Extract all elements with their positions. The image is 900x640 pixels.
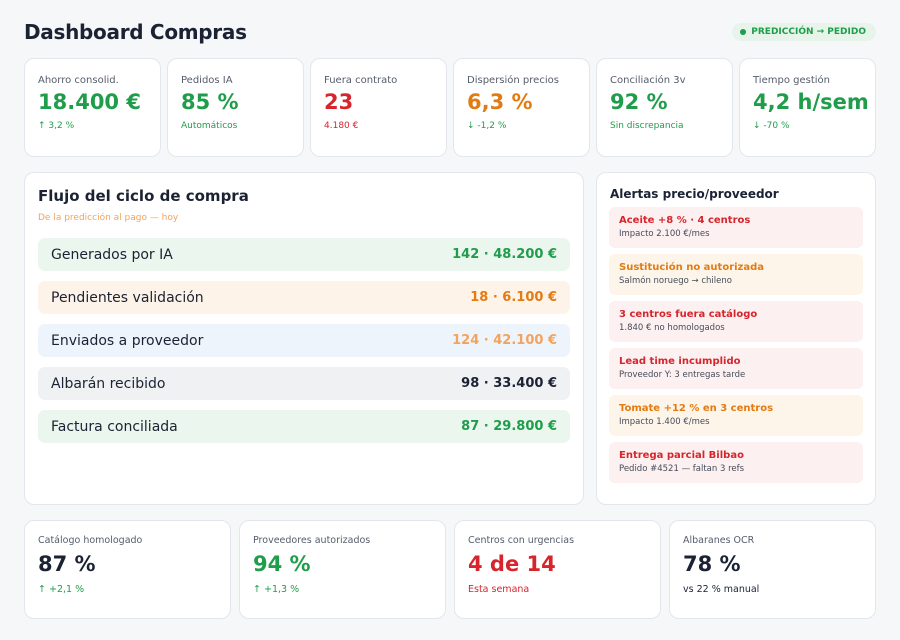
kpi-sub: Sin discrepancia: [610, 121, 684, 131]
kpi-card-albaranes-ocr[interactable]: Albaranes OCR 78 % vs 22 % manual: [669, 520, 876, 619]
kpi-value: 18.400 €: [38, 90, 141, 114]
kpi-card-dispersion[interactable]: Dispersión precios 6,3 % ↓ -1,2 %: [453, 58, 590, 157]
kpi-value: 23: [324, 90, 354, 114]
flow-row-enviados[interactable]: Enviados a proveedor 124 · 42.100 €: [38, 324, 570, 357]
flow-row-value: 18 · 6.100 €: [470, 290, 557, 305]
kpi-card-conciliacion[interactable]: Conciliación 3v 92 % Sin discrepancia: [596, 58, 733, 157]
page-title: Dashboard Compras: [24, 20, 247, 44]
kpi-label: Ahorro consolid.: [38, 75, 119, 86]
flow-title: Flujo del ciclo de compra: [38, 187, 249, 205]
kpi-sub: ↑ 3,2 %: [38, 121, 75, 131]
flow-row-generados[interactable]: Generados por IA 142 · 48.200 €: [38, 238, 570, 271]
alert-item[interactable]: Aceite +8 % · 4 centros Impacto 2.100 €/…: [609, 207, 863, 248]
status-badge-label: PREDICCIÓN → PEDIDO: [751, 27, 866, 37]
status-badge: PREDICCIÓN → PEDIDO: [732, 23, 876, 41]
kpi-label: Fuera contrato: [324, 75, 398, 86]
kpi-value: 92 %: [610, 90, 668, 114]
kpi-value: 4,2 h/sem: [753, 90, 869, 114]
kpi-sub: ↑ +1,3 %: [253, 584, 300, 595]
alert-title: Lead time incumplido: [619, 356, 741, 367]
kpi-card-catalogo[interactable]: Catálogo homologado 87 % ↑ +2,1 %: [24, 520, 231, 619]
alert-detail: 1.840 € no homologados: [619, 323, 725, 333]
kpi-sub: ↑ +2,1 %: [38, 584, 85, 595]
kpi-sub: vs 22 % manual: [683, 584, 760, 595]
flow-row-value: 142 · 48.200 €: [452, 247, 557, 262]
kpi-value: 78 %: [683, 552, 741, 576]
alert-detail: Impacto 2.100 €/mes: [619, 229, 710, 239]
alert-title: Sustitución no autorizada: [619, 262, 765, 273]
flow-row-value: 87 · 29.800 €: [461, 419, 557, 434]
flow-row-value: 124 · 42.100 €: [452, 333, 557, 348]
alert-item[interactable]: 3 centros fuera catálogo 1.840 € no homo…: [609, 301, 863, 342]
alerts-title: Alertas precio/proveedor: [610, 187, 779, 201]
kpi-card-pedidos-ia[interactable]: Pedidos IA 85 % Automáticos: [167, 58, 304, 157]
alerts-panel: Alertas precio/proveedor Aceite +8 % · 4…: [596, 172, 876, 505]
kpi-label: Centros con urgencias: [468, 535, 575, 546]
flow-row-label: Factura conciliada: [51, 418, 178, 435]
flow-row-label: Albarán recibido: [51, 375, 166, 392]
kpi-label: Catálogo homologado: [38, 535, 143, 546]
flow-row-factura[interactable]: Factura conciliada 87 · 29.800 €: [38, 410, 570, 443]
flow-subtitle: De la predicción al pago — hoy: [38, 213, 179, 223]
alert-detail: Impacto 1.400 €/mes: [619, 417, 710, 427]
kpi-label: Pedidos IA: [181, 75, 233, 86]
alert-item[interactable]: Entrega parcial Bilbao Pedido #4521 — fa…: [609, 442, 863, 483]
flow-row-label: Generados por IA: [51, 246, 173, 263]
kpi-label: Albaranes OCR: [683, 535, 755, 546]
alert-title: Entrega parcial Bilbao: [619, 450, 744, 461]
alert-title: Aceite +8 % · 4 centros: [619, 215, 751, 226]
kpi-sub: Esta semana: [468, 584, 530, 595]
purchase-flow-panel: Flujo del ciclo de compra De la predicci…: [24, 172, 584, 505]
alert-item[interactable]: Tomate +12 % en 3 centros Impacto 1.400 …: [609, 395, 863, 436]
kpi-value: 85 %: [181, 90, 239, 114]
kpi-label: Tiempo gestión: [753, 75, 830, 86]
kpi-label: Dispersión precios: [467, 75, 559, 86]
kpi-card-proveedores[interactable]: Proveedores autorizados 94 % ↑ +1,3 %: [239, 520, 446, 619]
kpi-card-fuera-contrato[interactable]: Fuera contrato 23 4.180 €: [310, 58, 447, 157]
alert-detail: Salmón noruego → chileno: [619, 276, 732, 286]
alert-title: Tomate +12 % en 3 centros: [619, 403, 774, 414]
alert-detail: Pedido #4521 — faltan 3 refs: [619, 464, 745, 474]
kpi-card-ahorro[interactable]: Ahorro consolid. 18.400 € ↑ 3,2 %: [24, 58, 161, 157]
alert-item[interactable]: Sustitución no autorizada Salmón noruego…: [609, 254, 863, 295]
status-dot-icon: [740, 29, 747, 35]
kpi-label: Proveedores autorizados: [253, 535, 371, 546]
kpi-card-urgencias[interactable]: Centros con urgencias 4 de 14 Esta seman…: [454, 520, 661, 619]
kpi-value: 94 %: [253, 552, 311, 576]
kpi-value: 87 %: [38, 552, 96, 576]
kpi-card-tiempo-gestion[interactable]: Tiempo gestión 4,2 h/sem ↓ -70 %: [739, 58, 876, 157]
kpi-sub: 4.180 €: [324, 121, 359, 131]
flow-row-label: Enviados a proveedor: [51, 332, 204, 349]
flow-row-label: Pendientes validación: [51, 289, 204, 306]
alert-item[interactable]: Lead time incumplido Proveedor Y: 3 entr…: [609, 348, 863, 389]
alert-title: 3 centros fuera catálogo: [619, 309, 758, 320]
flow-row-albaran[interactable]: Albarán recibido 98 · 33.400 €: [38, 367, 570, 400]
kpi-value: 6,3 %: [467, 90, 533, 114]
alert-detail: Proveedor Y: 3 entregas tarde: [619, 370, 746, 380]
kpi-label: Conciliación 3v: [610, 75, 686, 86]
kpi-sub: ↓ -1,2 %: [467, 121, 507, 131]
flow-row-pendientes[interactable]: Pendientes validación 18 · 6.100 €: [38, 281, 570, 314]
kpi-value: 4 de 14: [468, 552, 556, 576]
kpi-sub: ↓ -70 %: [753, 121, 790, 131]
kpi-sub: Automáticos: [181, 121, 238, 131]
flow-row-value: 98 · 33.400 €: [461, 376, 557, 391]
